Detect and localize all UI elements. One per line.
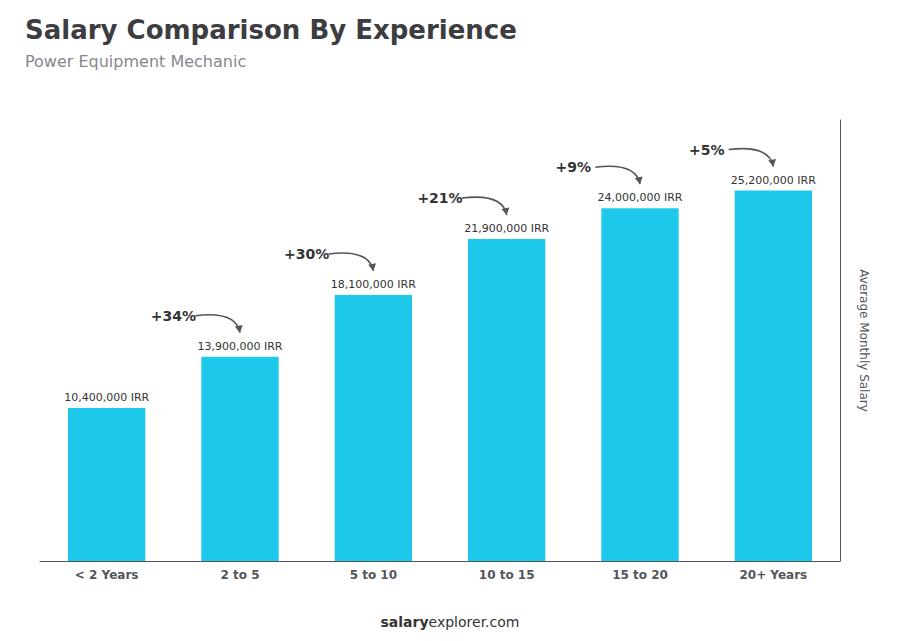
svg-text:salary: salary <box>381 614 429 630</box>
svg-text:+5%: +5% <box>689 142 725 158</box>
svg-text:+9%: +9% <box>556 159 592 175</box>
svg-text:Salary Comparison By Experienc: Salary Comparison By Experience <box>25 15 517 45</box>
svg-text:5 to 10: 5 to 10 <box>350 568 397 582</box>
svg-text:21,900,000 IRR: 21,900,000 IRR <box>464 222 549 235</box>
svg-text:20+ Years: 20+ Years <box>739 568 807 582</box>
svg-text:Average Monthly Salary: Average Monthly Salary <box>857 269 871 412</box>
svg-text:18,100,000 IRR: 18,100,000 IRR <box>331 278 416 291</box>
svg-text:+30%: +30% <box>284 246 329 262</box>
svg-text:25,200,000 IRR: 25,200,000 IRR <box>731 174 816 187</box>
svg-text:10 to 15: 10 to 15 <box>479 568 535 582</box>
svg-text:24,000,000 IRR: 24,000,000 IRR <box>597 191 682 204</box>
svg-text:15 to 20: 15 to 20 <box>612 568 668 582</box>
svg-text:+34%: +34% <box>151 308 196 324</box>
svg-text:< 2 Years: < 2 Years <box>75 568 139 582</box>
svg-text:+21%: +21% <box>417 190 462 206</box>
svg-text:10,400,000 IRR: 10,400,000 IRR <box>64 391 149 404</box>
svg-text:Power Equipment Mechanic: Power Equipment Mechanic <box>25 52 246 71</box>
svg-text:2 to 5: 2 to 5 <box>220 568 259 582</box>
svg-text:explorer.com: explorer.com <box>429 614 520 630</box>
svg-text:13,900,000 IRR: 13,900,000 IRR <box>197 340 282 353</box>
